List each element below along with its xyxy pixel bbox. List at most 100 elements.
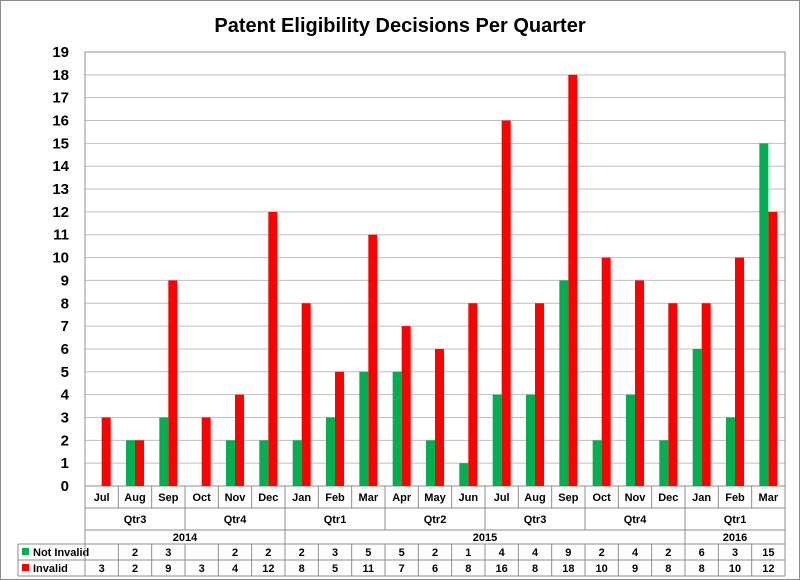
legend-swatch xyxy=(22,548,29,555)
bar-not-invalid xyxy=(492,394,502,486)
x-tick-label: Feb xyxy=(325,492,345,504)
bar-not-invalid xyxy=(759,143,769,487)
bar-invalid xyxy=(701,303,711,486)
y-tick-label: 15 xyxy=(52,135,69,152)
bar-invalid xyxy=(401,326,411,486)
x-tick-label: Dec xyxy=(258,492,278,504)
data-label: 2 xyxy=(132,547,138,559)
bar-not-invalid xyxy=(659,440,669,486)
bar-invalid xyxy=(601,257,611,486)
bar-invalid xyxy=(201,417,211,486)
year-label: 2016 xyxy=(723,532,747,544)
data-label: 6 xyxy=(432,563,438,575)
y-tick-label: 0 xyxy=(61,478,69,495)
data-label: 2 xyxy=(599,547,605,559)
bar-invalid xyxy=(335,371,344,486)
bar-not-invalid xyxy=(359,371,369,486)
data-label: 5 xyxy=(365,547,371,559)
bar-not-invalid xyxy=(392,371,402,486)
bar-invalid xyxy=(101,417,111,486)
x-tick-label: Jan xyxy=(292,492,311,504)
bar-invalid xyxy=(468,303,478,486)
data-label: 18 xyxy=(562,563,574,575)
bar-not-invalid xyxy=(459,463,469,486)
data-label: 3 xyxy=(332,547,338,559)
bar-not-invalid xyxy=(292,440,302,486)
legend-label: Not Invalid xyxy=(33,547,89,559)
data-label: 10 xyxy=(729,563,741,575)
data-label: 5 xyxy=(399,547,405,559)
bar-invalid xyxy=(735,257,744,486)
data-label: 4 xyxy=(532,547,539,559)
bar-not-invalid xyxy=(126,440,135,486)
data-label: 11 xyxy=(363,563,375,575)
y-tick-label: 7 xyxy=(61,318,69,335)
data-label: 8 xyxy=(532,563,538,575)
y-tick-label: 18 xyxy=(52,67,69,84)
quarter-label: Qtr3 xyxy=(124,514,147,526)
y-tick-label: 19 xyxy=(52,44,69,61)
data-label: 16 xyxy=(496,563,508,575)
bar-not-invalid xyxy=(526,394,535,486)
data-label: 8 xyxy=(699,563,705,575)
bar-invalid xyxy=(435,348,444,486)
quarter-label: Qtr4 xyxy=(624,514,648,526)
data-label: 15 xyxy=(762,547,774,559)
year-label: 2015 xyxy=(473,532,497,544)
bar-invalid xyxy=(568,74,578,486)
data-label: 3 xyxy=(165,547,171,559)
x-tick-label: Nov xyxy=(625,492,647,504)
x-tick-label: Jan xyxy=(692,492,711,504)
x-tick-label: May xyxy=(424,492,446,504)
data-label: 9 xyxy=(165,563,171,575)
data-label: 8 xyxy=(465,563,471,575)
data-label: 3 xyxy=(199,563,205,575)
bar-not-invalid xyxy=(626,394,635,486)
bar-not-invalid xyxy=(592,440,602,486)
data-label: 2 xyxy=(265,547,271,559)
bar-not-invalid xyxy=(559,280,569,486)
y-tick-label: 17 xyxy=(52,90,69,107)
chart-title: Patent Eligibility Decisions Per Quarter xyxy=(214,15,585,37)
data-label: 6 xyxy=(699,547,705,559)
quarter-label: Qtr3 xyxy=(524,514,547,526)
y-tick-label: 8 xyxy=(61,295,69,312)
data-label: 8 xyxy=(665,563,671,575)
data-label: 8 xyxy=(299,563,305,575)
bar-invalid xyxy=(301,303,311,486)
data-label: 3 xyxy=(732,547,738,559)
y-tick-label: 11 xyxy=(53,227,69,244)
bar-not-invalid xyxy=(326,417,335,486)
quarter-label: Qtr2 xyxy=(424,514,447,526)
bar-invalid xyxy=(668,303,678,486)
x-tick-label: Nov xyxy=(225,492,247,504)
x-tick-label: Sep xyxy=(158,492,178,504)
data-label: 2 xyxy=(299,547,305,559)
data-label: 12 xyxy=(262,563,274,575)
data-label: 9 xyxy=(632,563,638,575)
x-tick-label: Feb xyxy=(725,492,745,504)
quarter-label: Qtr1 xyxy=(724,514,747,526)
x-tick-label: Jun xyxy=(459,492,479,504)
y-tick-label: 4 xyxy=(61,387,70,404)
bar-invalid xyxy=(168,280,178,486)
y-tick-label: 12 xyxy=(52,204,69,221)
quarter-label: Qtr4 xyxy=(224,514,248,526)
data-label: 10 xyxy=(596,563,608,575)
bar-not-invalid xyxy=(692,348,702,486)
data-label: 2 xyxy=(132,563,138,575)
data-label: 1 xyxy=(465,547,471,559)
bar-not-invalid xyxy=(726,417,735,486)
data-table: Jul Aug Sep Oct Nov Dec Jan Feb Mar Apr May Jun Jul A… xyxy=(17,486,786,577)
bar-invalid xyxy=(268,211,278,487)
legend-swatch xyxy=(22,564,29,571)
y-tick-label: 14 xyxy=(52,158,69,175)
y-tick-label: 1 xyxy=(61,455,69,472)
y-tick-label: 10 xyxy=(52,250,69,267)
y-tick-label: 3 xyxy=(61,409,69,426)
x-tick-label: Sep xyxy=(558,492,578,504)
bar-not-invalid xyxy=(426,440,435,486)
x-tick-label: Jul xyxy=(494,492,510,504)
y-tick-label: 9 xyxy=(61,272,69,289)
